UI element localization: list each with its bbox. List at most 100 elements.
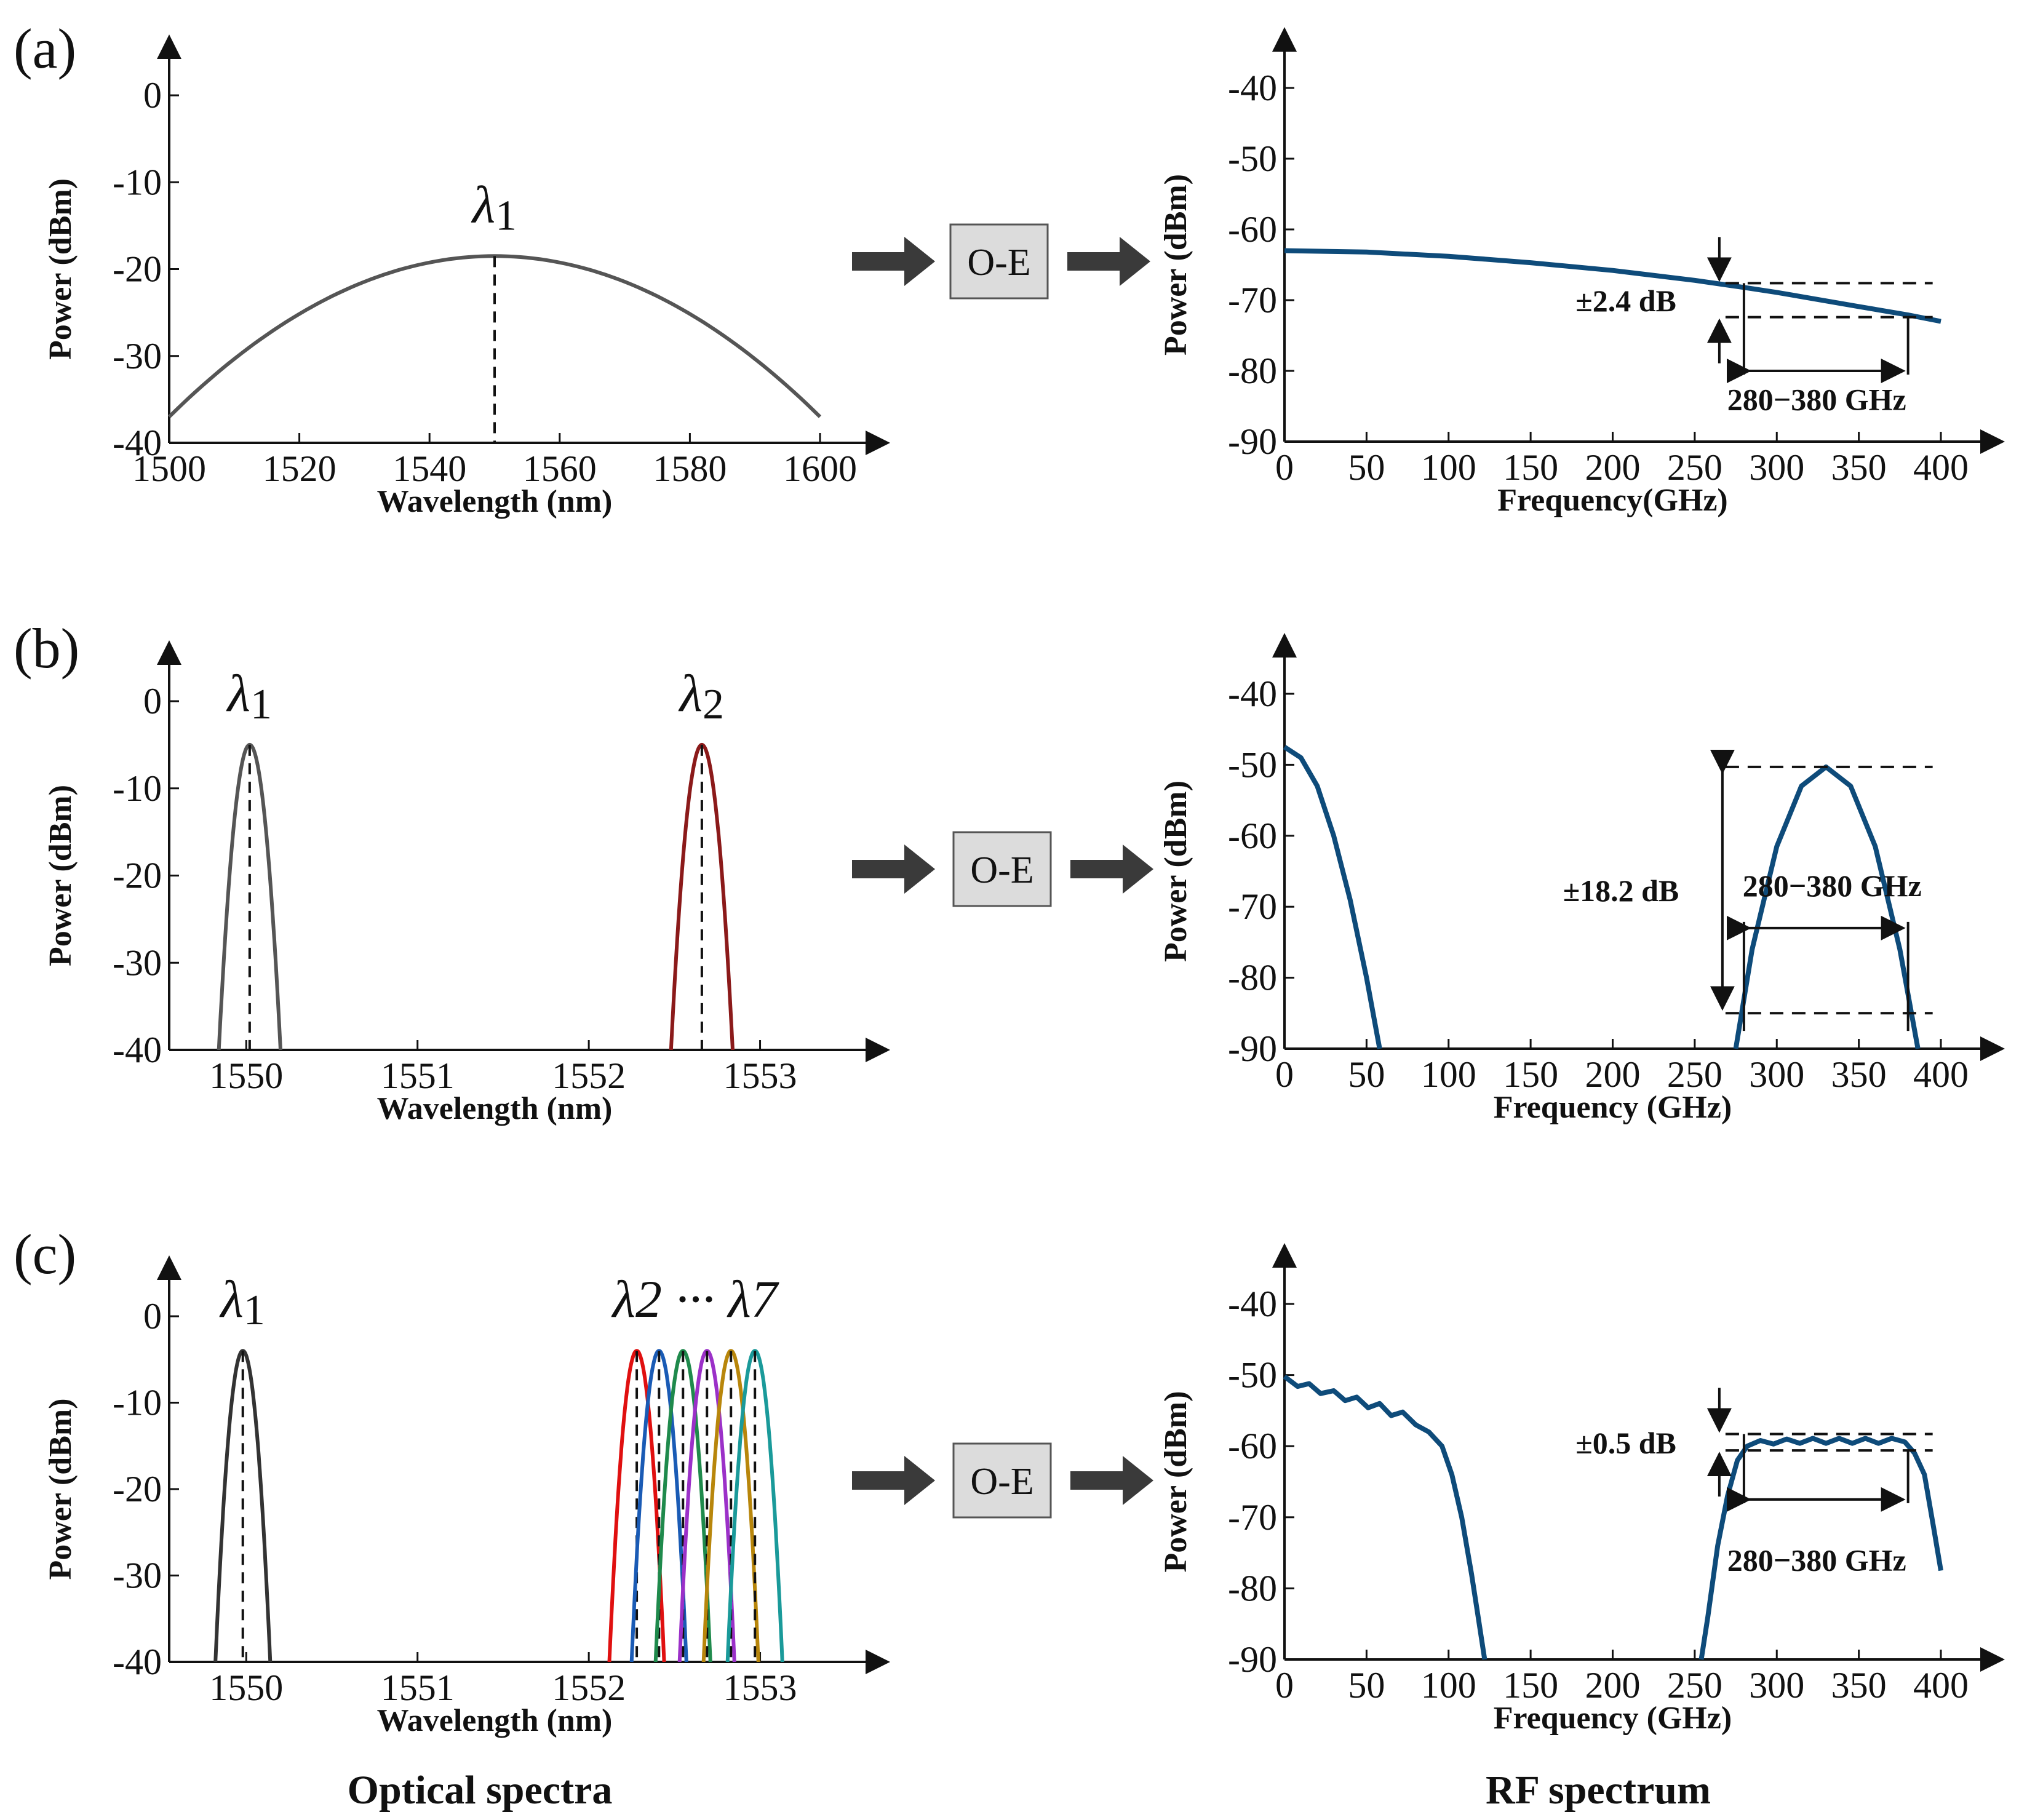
x-tick-label: 350 bbox=[1831, 1665, 1887, 1706]
wavelength-subscript: 1 bbox=[250, 681, 272, 728]
wavelength-label: λ1 bbox=[471, 175, 517, 239]
x-tick-label: 0 bbox=[1275, 1054, 1294, 1095]
oe-output-arrow bbox=[1067, 237, 1150, 286]
y-tick-label: -80 bbox=[1228, 1568, 1277, 1608]
y-tick-label: 0 bbox=[143, 1296, 162, 1337]
y-tick-label: -90 bbox=[1228, 421, 1277, 462]
wavelength-subscript: 1 bbox=[244, 1287, 265, 1334]
series-line-baseband bbox=[1283, 745, 1382, 1049]
y-tick-label: -50 bbox=[1228, 744, 1277, 785]
oe-input-arrow bbox=[852, 1456, 935, 1505]
wavelength-subscript: 1 bbox=[495, 192, 517, 239]
x-tick-label: 1560 bbox=[523, 448, 597, 489]
panel-letter-c: (c) bbox=[14, 1223, 76, 1286]
y-axis-label: Power (dBm) bbox=[1158, 781, 1193, 962]
x-axis-label: Wavelength (nm) bbox=[377, 1091, 613, 1126]
oe-label: O-E bbox=[967, 242, 1030, 284]
chart-a-optical-spectrum: 1500 1520 1540 1560 1580 1600 0 -10 -20 -30 -40 Wav… bbox=[43, 34, 890, 519]
y-tick-label: -50 bbox=[1228, 1355, 1277, 1396]
x-tick-label: 1540 bbox=[392, 448, 466, 489]
x-axis-label: Frequency (GHz) bbox=[1494, 1701, 1732, 1736]
x-tick-label: 50 bbox=[1348, 1054, 1385, 1095]
series-line-passband bbox=[1698, 1436, 1943, 1660]
y-tick-label: -40 bbox=[113, 1642, 162, 1682]
x-tick-label: 0 bbox=[1275, 447, 1294, 488]
x-tick-label: 150 bbox=[1503, 447, 1558, 488]
x-tick-label: 200 bbox=[1585, 1054, 1641, 1095]
y-tick-label: -70 bbox=[1228, 886, 1277, 927]
x-tick-label: 200 bbox=[1585, 1665, 1641, 1706]
y-tick-label: -30 bbox=[113, 336, 162, 376]
y-tick-label: -80 bbox=[1228, 351, 1277, 391]
y-axis-label: Power (dBm) bbox=[43, 178, 78, 360]
oe-box bbox=[952, 1442, 1052, 1519]
oe-converter-b: O-E bbox=[852, 831, 1153, 907]
y-tick-label: -20 bbox=[113, 249, 162, 290]
x-tick-label: 250 bbox=[1667, 1054, 1722, 1095]
x-tick-label: 350 bbox=[1831, 447, 1887, 488]
chart-c-rf-spectrum: 0 50 100 150 200 250 300 350 400 -40 -50 -60 -70 -80 -… bbox=[1158, 1243, 2005, 1736]
x-axis-label: Wavelength (nm) bbox=[377, 1703, 613, 1738]
y-tick-label: -90 bbox=[1228, 1639, 1277, 1680]
x-tick-label: 1500 bbox=[132, 448, 206, 489]
y-tick-label: -40 bbox=[113, 423, 162, 463]
y-tick-label: -30 bbox=[113, 1556, 162, 1596]
oe-label: O-E bbox=[970, 1461, 1033, 1503]
x-tick-label: 50 bbox=[1348, 1665, 1385, 1706]
oe-input-arrow bbox=[852, 844, 935, 894]
x-tick-label: 1600 bbox=[783, 448, 857, 489]
series-line-λ1 bbox=[167, 254, 822, 418]
ripple-label: ±0.5 dB bbox=[1575, 1426, 1676, 1460]
y-tick-label: -60 bbox=[1228, 209, 1277, 250]
panel-letter-a: (a) bbox=[14, 17, 76, 80]
x-tick-label: 150 bbox=[1503, 1054, 1558, 1095]
wavelength-label: λ2 bbox=[678, 664, 724, 728]
y-tick-label: -90 bbox=[1228, 1028, 1277, 1069]
x-tick-label: 300 bbox=[1749, 447, 1804, 488]
y-tick-label: -30 bbox=[113, 942, 162, 983]
y-axis-label: Power (dBm) bbox=[1158, 1391, 1193, 1572]
caption-optical-spectra: Optical spectra bbox=[348, 1768, 613, 1813]
x-tick-label: 100 bbox=[1421, 1054, 1476, 1095]
x-tick-label: 1553 bbox=[723, 1667, 797, 1708]
chart-b-optical-spectrum: 1550 1551 1552 1553 0 -10 -20 -30 -40 Wavelength … bbox=[43, 640, 890, 1126]
series-line-baseband bbox=[1283, 1374, 1487, 1660]
y-tick-label: -20 bbox=[113, 1469, 162, 1509]
ripple-label: ±18.2 dB bbox=[1563, 873, 1679, 908]
x-tick-label: 1551 bbox=[381, 1055, 455, 1096]
series-line-passband bbox=[1733, 764, 1921, 1049]
chart-b-rf-spectrum: 0 50 100 150 200 250 300 350 400 -40 -50 -60 -70 -80 -… bbox=[1158, 633, 2005, 1125]
x-tick-label: 1520 bbox=[263, 448, 336, 489]
x-tick-label: 1552 bbox=[552, 1055, 626, 1096]
oe-input-arrow bbox=[852, 237, 935, 286]
y-tick-label: -70 bbox=[1228, 280, 1277, 320]
x-tick-label: 150 bbox=[1503, 1665, 1558, 1706]
oe-box bbox=[952, 831, 1052, 907]
x-tick-label: 1552 bbox=[552, 1667, 626, 1708]
x-tick-label: 400 bbox=[1913, 1665, 1969, 1706]
x-tick-label: 0 bbox=[1275, 1665, 1294, 1706]
x-tick-label: 1553 bbox=[723, 1055, 797, 1096]
wavelength-label: λ1 bbox=[219, 1270, 265, 1334]
y-tick-label: -80 bbox=[1228, 958, 1277, 998]
series-line-RF bbox=[1284, 248, 1941, 324]
y-tick-label: -60 bbox=[1228, 816, 1277, 856]
x-axis-label: Wavelength (nm) bbox=[377, 484, 613, 519]
x-tick-label: 250 bbox=[1667, 1665, 1722, 1706]
x-tick-label: 400 bbox=[1913, 1054, 1969, 1095]
y-tick-label: -50 bbox=[1228, 138, 1277, 179]
y-tick-label: -10 bbox=[113, 162, 162, 202]
x-tick-label: 300 bbox=[1749, 1665, 1804, 1706]
band-label: 280−380 GHz bbox=[1743, 868, 1922, 903]
y-axis-label: Power (dBm) bbox=[1158, 174, 1193, 356]
x-tick-label: 100 bbox=[1421, 447, 1476, 488]
x-tick-label: 1551 bbox=[381, 1667, 455, 1708]
y-tick-label: 0 bbox=[143, 681, 162, 721]
y-tick-label: -40 bbox=[1228, 674, 1277, 714]
oe-output-arrow bbox=[1070, 844, 1153, 894]
band-label: 280−380 GHz bbox=[1727, 382, 1906, 416]
x-tick-label: 1550 bbox=[209, 1667, 283, 1708]
oe-output-arrow bbox=[1070, 1456, 1153, 1505]
oe-converter-a: O-E bbox=[852, 223, 1150, 300]
